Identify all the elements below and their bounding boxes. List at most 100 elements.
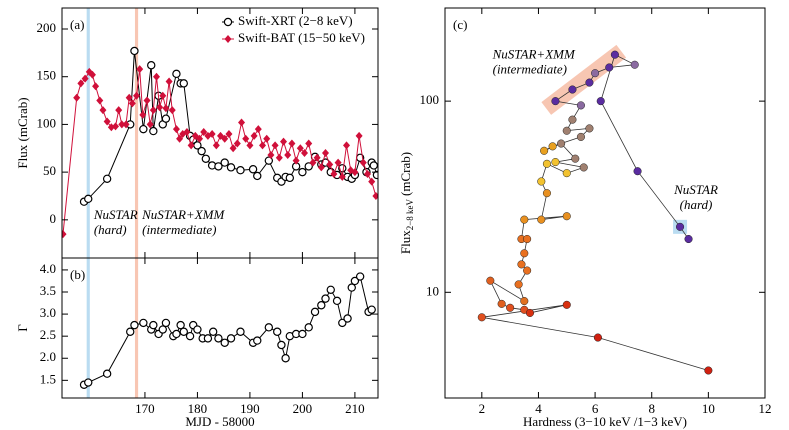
marker [321, 294, 330, 303]
marker [103, 117, 111, 126]
marker [92, 82, 100, 91]
y-axis-label: Flux (mCrab) [15, 97, 30, 168]
marker [242, 134, 250, 143]
marker [284, 150, 292, 159]
marker [277, 340, 286, 350]
marker [179, 79, 188, 88]
marker [149, 126, 158, 136]
marker [133, 91, 141, 100]
band-label: (hard) [94, 222, 127, 237]
marker [633, 167, 642, 176]
marker [551, 97, 560, 106]
marker [334, 158, 342, 167]
marker [162, 104, 170, 113]
marker [208, 327, 218, 336]
marker [537, 215, 546, 224]
marker [630, 60, 639, 69]
y-tick-label: 1.5 [40, 371, 56, 386]
marker [203, 334, 213, 343]
marker [226, 163, 236, 172]
x-tick-label: 12 [759, 401, 772, 416]
marker [364, 170, 372, 179]
y-tick-label: 50 [43, 163, 56, 178]
marker [355, 131, 363, 140]
marker [220, 338, 229, 347]
marker [84, 378, 93, 387]
marker [520, 249, 529, 258]
marker [304, 162, 313, 171]
y-axis-label-main: Γ [15, 324, 30, 332]
marker [497, 299, 506, 308]
marker [225, 129, 233, 138]
x-axis-label: MJD - 58000 [185, 414, 254, 429]
legend-marker [223, 17, 233, 27]
band-label: (intermediate) [142, 222, 216, 237]
y-axis-label: Flux2−8 keV (mCrab) [398, 152, 415, 254]
marker [486, 276, 495, 285]
marker [343, 141, 351, 150]
legend-label: Swift-XRT (2−8 keV) [238, 13, 353, 28]
marker [305, 139, 313, 148]
marker [359, 158, 367, 167]
plot-area [79, 258, 376, 398]
marker [118, 120, 126, 129]
marker [172, 125, 180, 134]
marker [568, 85, 577, 94]
panel-label: (c) [453, 17, 467, 32]
marker [143, 96, 151, 105]
marker [332, 296, 342, 306]
highlight-label: NuSTAR [673, 182, 718, 197]
marker [161, 114, 171, 123]
marker [298, 167, 307, 177]
marker [149, 106, 157, 115]
x-tick-label: 200 [293, 401, 313, 416]
marker [520, 215, 529, 224]
marker [298, 329, 307, 339]
x-tick-label: 8 [648, 401, 655, 416]
marker [165, 77, 173, 86]
marker [73, 93, 81, 102]
marker [367, 305, 376, 314]
marker [585, 124, 594, 133]
marker [593, 333, 602, 342]
marker [208, 129, 216, 138]
marker [159, 91, 167, 100]
marker [226, 334, 236, 343]
marker [568, 115, 577, 124]
marker [562, 126, 571, 135]
marker [591, 69, 600, 78]
marker [704, 366, 713, 375]
marker [214, 162, 223, 171]
marker [605, 63, 614, 72]
marker [254, 125, 262, 134]
marker [372, 191, 378, 200]
marker [517, 260, 526, 269]
marker [675, 222, 685, 231]
marker [540, 146, 549, 155]
marker [523, 266, 532, 275]
panel-label: (b) [70, 267, 85, 282]
x-tick-label: 190 [240, 401, 260, 416]
marker [179, 327, 188, 336]
marker [562, 169, 571, 178]
y-tick-label: 100 [420, 92, 440, 107]
marker [267, 150, 275, 159]
marker [102, 174, 112, 184]
marker [369, 161, 378, 170]
marker [326, 285, 335, 294]
y-axis-label: Γ [15, 324, 30, 332]
band-label: NuSTAR+XMM [141, 207, 225, 222]
marker [264, 156, 274, 165]
marker [281, 354, 290, 363]
marker [548, 142, 557, 151]
marker [176, 320, 185, 330]
marker [280, 137, 288, 146]
marker [301, 149, 309, 158]
marker [102, 369, 112, 378]
marker [347, 283, 356, 292]
marker [506, 303, 515, 312]
marker [330, 170, 338, 179]
y-tick-label: 10 [426, 283, 439, 298]
marker [264, 323, 274, 332]
marker [292, 156, 300, 165]
